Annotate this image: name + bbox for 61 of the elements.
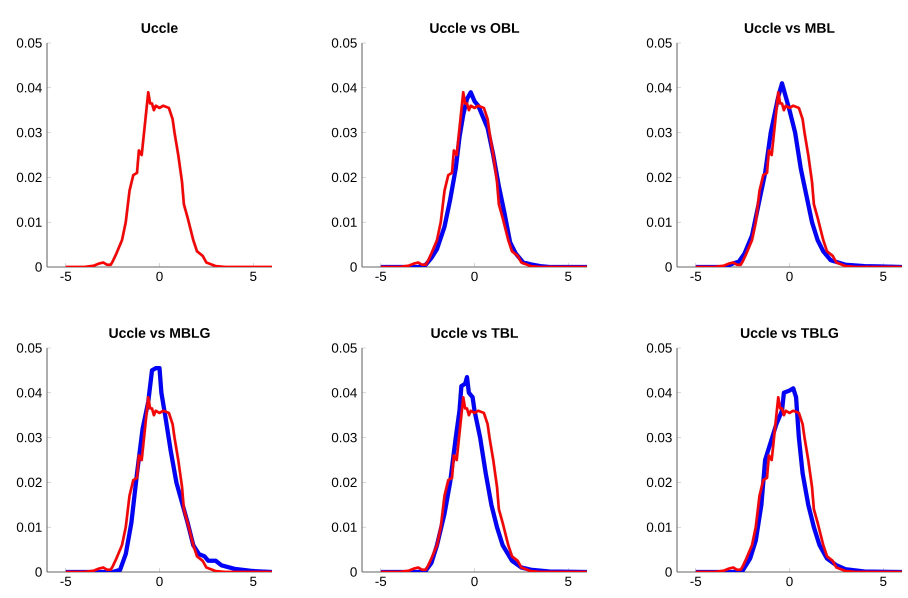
- y-tick-label: 0.04: [332, 83, 357, 93]
- chart-title: Uccle vs TBL: [431, 328, 518, 338]
- y-tick-label: 0.01: [646, 522, 672, 532]
- y-tick-label: 0.02: [16, 172, 42, 182]
- x-tick-label: -5: [60, 272, 72, 281]
- x-tick-label: 5: [250, 576, 256, 586]
- y-tick-label: 0.05: [16, 343, 42, 353]
- x-tick-label: 0: [786, 576, 793, 586]
- y-tick-label: 0: [35, 567, 42, 577]
- y-tick-label: 0.01: [332, 522, 357, 532]
- chart-title: Uccle vs MBL: [744, 22, 835, 33]
- line-series: [64, 90, 272, 267]
- y-tick-label: 0.04: [16, 388, 42, 398]
- y-tick-label: 0.05: [332, 343, 357, 353]
- y-tick-label: 0.03: [16, 432, 42, 442]
- x-tick-label: 5: [880, 576, 886, 586]
- x-tick-label: 5: [565, 576, 572, 586]
- x-tick-label: 5: [250, 272, 256, 281]
- y-tick-label: 0: [35, 262, 42, 272]
- chart-title: Uccle: [142, 22, 178, 33]
- x-tick-label: -5: [690, 272, 702, 281]
- x-tick-label: 0: [471, 272, 478, 282]
- chart-title: Uccle vs TBLG: [740, 328, 838, 338]
- y-tick-label: 0.02: [332, 478, 357, 488]
- y-tick-label: 0.02: [16, 478, 42, 488]
- y-tick-label: 0.01: [332, 217, 357, 227]
- y-tick-label: 0.05: [646, 343, 672, 353]
- x-tick-label: 5: [880, 272, 886, 281]
- y-tick-label: 0.05: [646, 38, 672, 48]
- chart-title: Uccle vs MBLG: [109, 328, 210, 338]
- x-tick-label: 5: [565, 272, 572, 281]
- y-tick-label: 0.03: [332, 432, 357, 442]
- y-tick-label: 0.02: [332, 172, 357, 182]
- x-tick-label: 0: [156, 272, 163, 282]
- y-tick-label: 0.02: [646, 478, 672, 488]
- y-tick-label: 0.01: [16, 217, 42, 227]
- y-tick-label: 0.05: [16, 38, 42, 48]
- y-tick-label: 0.02: [646, 172, 672, 182]
- x-tick-label: 0: [786, 272, 793, 282]
- y-tick-label: 0.03: [646, 128, 672, 138]
- y-tick-label: 0: [350, 567, 357, 577]
- y-tick-label: 0.04: [646, 388, 672, 398]
- x-tick-label: 0: [156, 576, 163, 586]
- x-tick-label: -5: [690, 576, 702, 586]
- chart-title: Uccle vs OBL: [430, 22, 520, 33]
- y-tick-label: 0.04: [332, 388, 357, 398]
- x-tick-label: 0: [471, 576, 478, 586]
- x-tick-label: -5: [60, 576, 72, 586]
- y-tick-label: 0.05: [332, 38, 357, 48]
- y-tick-label: 0.03: [646, 432, 672, 442]
- x-tick-label: -5: [375, 576, 386, 586]
- y-tick-label: 0.04: [646, 83, 672, 93]
- y-tick-label: 0.01: [646, 217, 672, 227]
- y-tick-label: 0.03: [16, 128, 42, 138]
- y-tick-label: 0.04: [16, 83, 42, 93]
- y-tick-label: 0.01: [16, 522, 42, 532]
- y-tick-label: 0: [350, 262, 357, 272]
- y-tick-label: 0: [665, 262, 672, 272]
- y-tick-label: 0.03: [332, 128, 357, 138]
- x-tick-label: -5: [375, 272, 386, 281]
- y-tick-label: 0: [665, 567, 672, 577]
